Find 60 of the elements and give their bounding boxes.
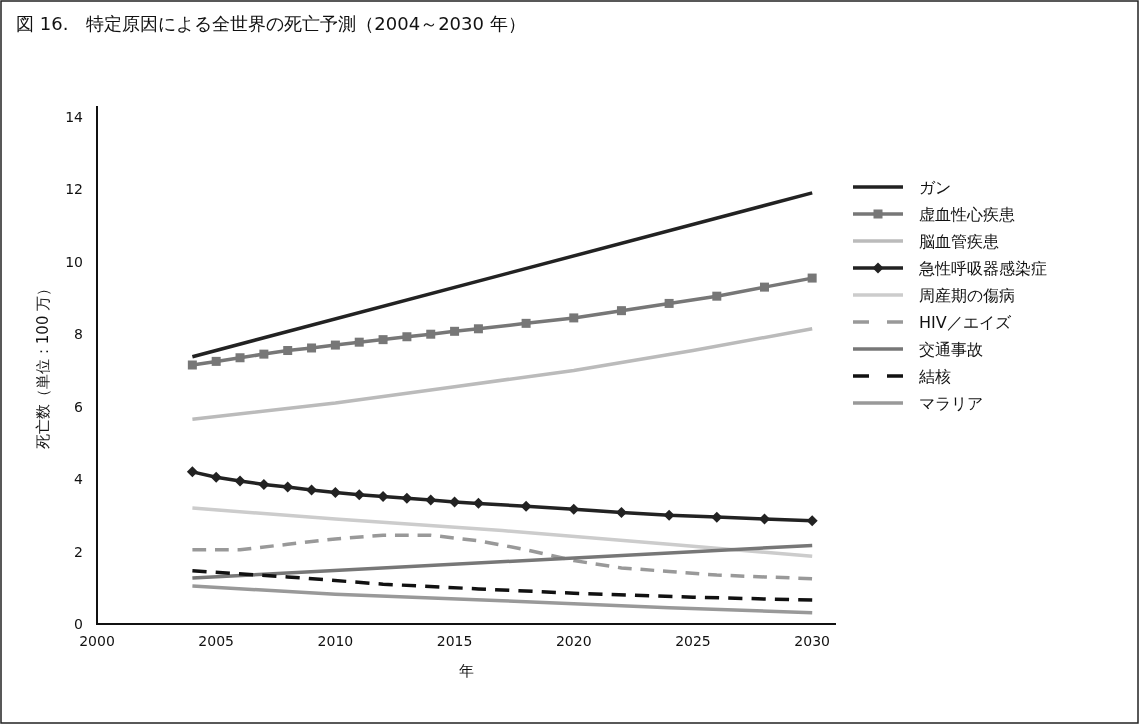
x-tick-label: 2030 [794,633,830,649]
point [187,360,197,370]
point [569,313,579,323]
y-tick-label: 8 [74,326,83,343]
legend-label: 周産期の傷病 [919,286,1015,305]
line-series [190,327,814,422]
x-tick-label: 2025 [675,633,711,649]
point [521,318,531,328]
point [426,329,436,339]
legend-label: ガン [919,178,951,197]
y-tick-label: 10 [65,253,83,270]
y-tick-label: 14 [65,108,84,125]
x-tick-label: 2005 [198,633,235,649]
point [473,324,483,334]
point [354,337,364,347]
x-tick-label: 2010 [317,633,354,649]
x-tick-label: 2000 [79,633,115,649]
y-tick-label: 0 [74,616,83,632]
legend-label: 虚血性心疾患 [919,205,1015,224]
point [378,335,388,345]
point [234,475,246,487]
point [377,490,389,502]
x-axis-title: 年 [459,662,474,680]
point [186,466,198,478]
legend-label: 脳血管疾患 [919,232,999,251]
point [616,306,626,316]
x-tick-label: 2015 [436,633,473,649]
point [402,332,412,342]
line-series [190,533,814,581]
point [259,349,269,359]
point [664,298,674,308]
y-tick-label: 6 [74,398,84,415]
point [520,500,532,512]
y-tick-label: 12 [65,181,83,198]
point [235,353,245,363]
line-series [190,569,814,602]
point [211,356,221,366]
point [307,343,317,353]
point [663,509,675,521]
y-tick-label: 2 [74,543,83,560]
line-series [190,506,814,559]
legend-label: HIV／エイズ [919,313,1012,332]
y-axis-title: 死亡数（単位：100 万） [34,280,52,450]
legend-label: マラリア [919,394,983,413]
line-series [190,584,814,615]
x-tick-label: 2020 [555,633,592,649]
legend-label: 結核 [918,367,951,386]
point [759,282,769,292]
legend-label: 交通事故 [919,340,983,359]
chart-title: 図 16. 特定原因による全世界の死亡予測（2004～2030 年） [16,13,526,34]
point [210,471,222,483]
y-tick-label: 4 [74,471,84,488]
point [712,291,722,301]
legend-label: 急性呼吸器感染症 [918,259,1047,278]
point [283,346,293,356]
point [450,326,460,336]
point [329,487,341,499]
point [807,273,817,283]
point [258,479,270,491]
point [330,340,340,350]
